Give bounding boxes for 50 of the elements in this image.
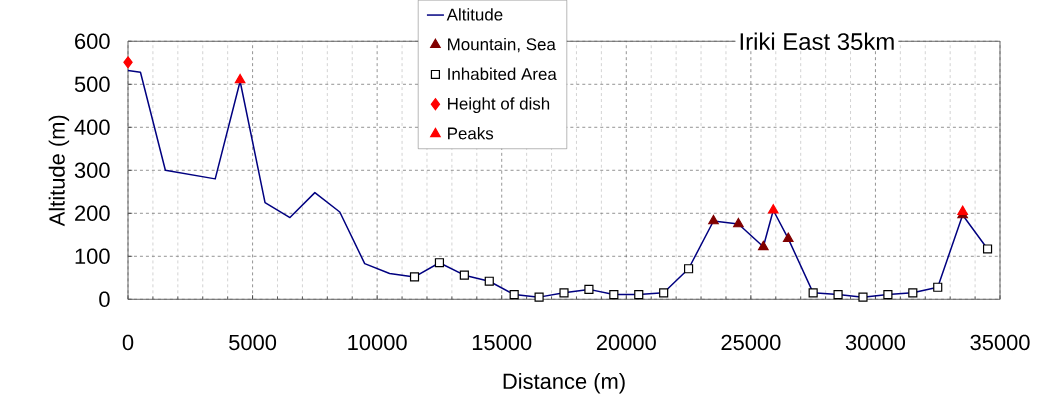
point <box>708 214 719 225</box>
legend-label: Height of dish <box>448 97 550 113</box>
point <box>559 288 569 298</box>
point <box>409 272 420 282</box>
y-tick-label: 400 <box>74 119 110 135</box>
x-tick-label: 10000 <box>348 334 407 351</box>
point <box>833 289 843 299</box>
point <box>659 288 669 298</box>
x-axis-title: Distance (m) <box>503 372 625 394</box>
point <box>584 284 594 294</box>
point <box>609 289 619 299</box>
point <box>459 270 469 280</box>
legend-label: Altitude <box>446 8 503 21</box>
x-tick-label: 20000 <box>596 334 656 351</box>
point <box>733 217 744 228</box>
y-axis-title: Altitude (m) <box>48 115 70 227</box>
y-tick-label: 100 <box>75 248 110 264</box>
point <box>757 240 769 251</box>
point <box>782 232 794 242</box>
point <box>883 289 893 299</box>
y-tick-label: 500 <box>74 76 110 92</box>
y-tick-label: 300 <box>74 162 110 178</box>
legend-label: Inhabited Area <box>448 67 557 80</box>
point <box>434 258 445 268</box>
x-tick-label: 15000 <box>472 334 532 351</box>
y-tick-label: 0 <box>99 291 110 307</box>
x-tick-label: 25000 <box>721 334 781 351</box>
point <box>808 288 818 298</box>
point <box>858 292 868 302</box>
chart-title: Iriki East 35km <box>740 32 894 50</box>
x-tick-label: 0 <box>122 334 134 351</box>
x-tick-label: 5000 <box>229 334 277 351</box>
legend-label: Mountain, Sea <box>448 37 556 53</box>
point <box>684 264 694 274</box>
point <box>484 276 494 286</box>
point <box>982 244 993 254</box>
point <box>908 288 918 298</box>
point <box>534 292 544 302</box>
x-tick-label: 30000 <box>845 334 906 351</box>
point <box>634 289 644 299</box>
point <box>234 73 246 84</box>
point <box>509 289 519 299</box>
legend-label: Peaks <box>448 126 494 140</box>
x-tick-label: 35000 <box>970 334 1030 351</box>
point <box>767 204 779 214</box>
y-tick-label: 200 <box>75 205 110 221</box>
point <box>957 205 968 215</box>
y-tick-label: 600 <box>75 33 110 49</box>
point <box>933 282 943 292</box>
point <box>123 56 133 69</box>
